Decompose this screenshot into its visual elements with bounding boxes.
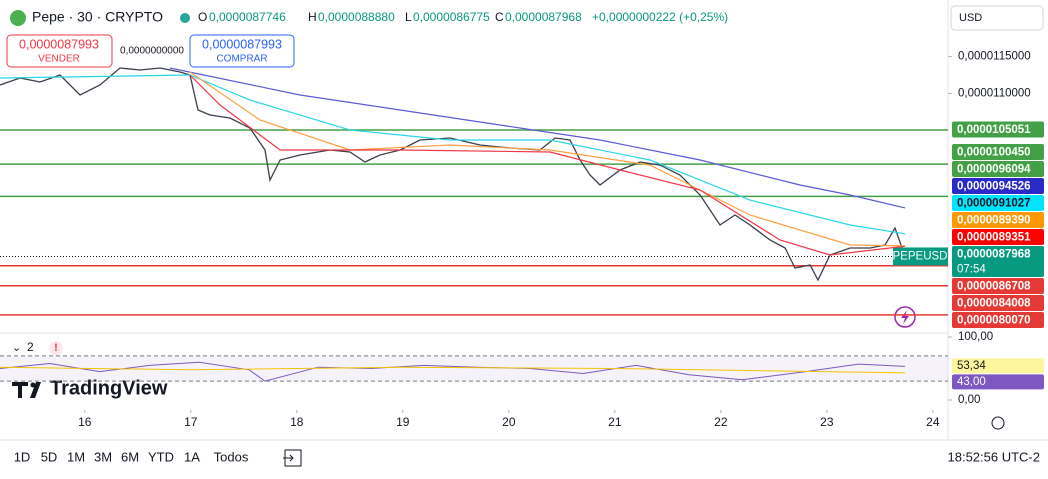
spread: 0,0000000000 xyxy=(120,46,184,57)
buy-price[interactable]: 0,0000087993 xyxy=(202,37,282,51)
rsi-tick-label: 0,00 xyxy=(958,394,980,406)
price-label: 0,0000091027 xyxy=(957,198,1031,210)
price-label: 0,0000100450 xyxy=(957,147,1031,159)
price-label-box xyxy=(952,121,1044,138)
lightning-icon[interactable] xyxy=(901,310,909,324)
range-button[interactable]: YTD xyxy=(148,449,174,464)
buy-button[interactable]: 0,0000087993 COMPRAR xyxy=(189,34,295,68)
indicator-count: 2 xyxy=(27,340,34,354)
price-label: 0,0000105051 xyxy=(957,124,1031,136)
sell-box[interactable] xyxy=(6,34,113,68)
range-button[interactable]: 1M xyxy=(67,449,85,464)
settings-icon[interactable] xyxy=(991,416,1005,430)
price-label: 0,0000094526 xyxy=(957,181,1031,193)
price-label: 0,0000084008 xyxy=(957,298,1031,310)
countdown: 07:54 xyxy=(957,264,986,276)
price-label-box xyxy=(952,278,1044,294)
date-range-icon[interactable] xyxy=(283,449,302,467)
price-label-box xyxy=(952,178,1044,194)
change: +0,0000000222 (+0,25%) xyxy=(592,10,728,24)
rsi-line xyxy=(0,361,906,382)
currency-select[interactable]: USD xyxy=(950,5,1044,31)
symbol-icon xyxy=(10,10,26,26)
price-label-box xyxy=(952,246,1044,277)
buy-box[interactable] xyxy=(189,34,295,68)
price-line xyxy=(0,67,906,282)
range-button[interactable]: 3M xyxy=(94,449,112,464)
price-label: 0,0000089351 xyxy=(957,232,1031,244)
alert-icon[interactable] xyxy=(49,341,63,355)
price-label-box xyxy=(952,229,1044,245)
price-label: 0,0000089390 xyxy=(957,215,1031,227)
moving-average xyxy=(189,71,906,247)
range-button[interactable]: Todos xyxy=(214,449,249,464)
rsi-label: 43,00 xyxy=(957,376,986,388)
rsi-label: 53,34 xyxy=(957,360,986,372)
range-button[interactable]: 5D xyxy=(41,449,58,464)
x-tick-label: 17 xyxy=(184,415,198,429)
range-button[interactable]: 6M xyxy=(121,449,139,464)
x-tick-label: 20 xyxy=(502,415,516,429)
price-label-box xyxy=(952,144,1044,160)
ohlc-value: 0,0000088880 xyxy=(318,10,395,24)
ohlc-key: L xyxy=(405,10,412,24)
price-label-box xyxy=(952,195,1044,211)
x-tick-label: 22 xyxy=(714,415,728,429)
ohlc-key: H xyxy=(308,10,317,24)
price-label-box xyxy=(952,312,1044,328)
y-tick-label: 0,0000115000 xyxy=(958,50,1031,62)
rsi-label-box xyxy=(952,358,1044,374)
symbol-title: Pepe · 30 · CRYPTO xyxy=(32,9,163,25)
price-label: 0,0000080070 xyxy=(957,315,1031,327)
rsi-tick-label: 100,00 xyxy=(958,331,993,343)
collapse-icon[interactable]: ⌄ xyxy=(12,342,21,354)
moving-average xyxy=(169,67,906,209)
symbol-tag xyxy=(893,247,948,266)
moving-average xyxy=(0,74,906,235)
price-label: 0,0000096094 xyxy=(957,164,1031,176)
sell-price[interactable]: 0,0000087993 xyxy=(19,37,99,51)
ohlc-value: 0,0000087746 xyxy=(209,10,286,24)
brand-logo-dot xyxy=(30,382,36,388)
x-tick-label: 16 xyxy=(78,415,92,429)
price-label: 0,0000087968 xyxy=(957,249,1031,261)
status-dot xyxy=(180,13,190,23)
alert-mark[interactable]: ! xyxy=(54,342,58,354)
x-tick-label: 23 xyxy=(820,415,834,429)
price-label-box xyxy=(952,212,1044,228)
ohlc-key: C xyxy=(495,10,504,24)
x-tick-label: 19 xyxy=(396,415,410,429)
ohlc-key: O xyxy=(198,10,207,24)
range-button[interactable]: 1D xyxy=(14,449,31,464)
range-button[interactable]: 1A xyxy=(184,449,200,464)
price-label: 0,0000086708 xyxy=(957,281,1031,293)
currency[interactable]: USD xyxy=(959,12,982,24)
brand-logo xyxy=(12,382,41,398)
symbol-tag-text: PEPEUSD xyxy=(893,250,948,262)
x-tick-label: 21 xyxy=(608,415,622,429)
x-tick-label: 24 xyxy=(926,415,940,429)
brand-name: TradingView xyxy=(50,377,168,399)
price-label-box xyxy=(952,161,1044,177)
ohlc-value: 0,0000086775 xyxy=(413,10,490,24)
moving-average xyxy=(189,74,906,256)
currency-box[interactable] xyxy=(950,5,1044,31)
buy-label[interactable]: COMPRAR xyxy=(216,54,267,65)
rsi-label-box xyxy=(952,374,1044,390)
y-tick-label: 0,0000110000 xyxy=(958,87,1031,99)
ohlc-value: 0,0000087968 xyxy=(505,10,582,24)
x-tick-label: 18 xyxy=(290,415,304,429)
rsi-band xyxy=(0,355,948,382)
sell-button[interactable]: 0,0000087993 VENDER xyxy=(6,34,113,68)
clock: 18:52:56 UTC-2 xyxy=(948,449,1041,464)
price-label-box xyxy=(952,295,1044,311)
sell-label[interactable]: VENDER xyxy=(38,54,80,65)
rsi-line xyxy=(0,366,906,374)
